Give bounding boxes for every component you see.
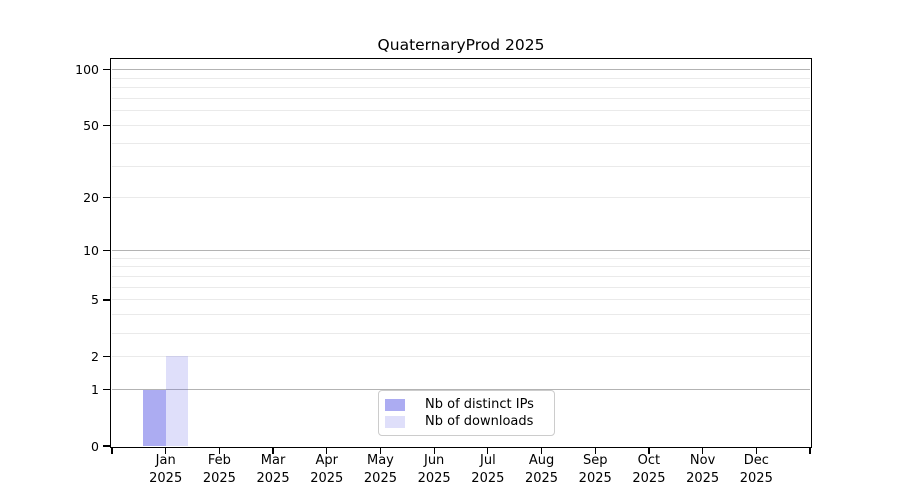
x-tick-label-line: 2025 [524,470,559,486]
y-tickmark [103,249,111,252]
x-tickmark [648,447,650,454]
x-tick-label-line: Mar [260,453,286,468]
legend-label-downloads: Nb of downloads [425,414,534,429]
x-tick-label: Jul 2025 [453,452,523,487]
minor-gridline [112,286,810,288]
x-tick-label-line: Jan [155,453,176,468]
x-tick-label: Nov 2025 [668,452,738,487]
bar-nb-of-distinct-ips-jan [143,389,166,446]
bar-nb-of-downloads-jan [165,356,189,446]
minor-gridline [112,276,810,278]
minor-gridline [112,299,810,301]
major-gridline [112,249,810,252]
x-tick-label: Dec 2025 [721,452,791,487]
legend-label-distinct-ips: Nb of distinct IPs [425,397,534,412]
x-tick-label-line: 2025 [149,470,183,486]
x-tickmark [218,447,220,454]
legend-swatch-downloads [385,416,405,428]
major-gridline [112,69,810,71]
y-tick-label: 10 [83,243,99,259]
x-tick-label-line: 2025 [686,470,720,486]
x-tick-label-line: Aug [528,453,555,468]
minor-gridline [112,197,810,199]
x-tick-label-line: 2025 [739,470,773,486]
minor-gridline [112,314,810,316]
x-tickmark [540,447,543,454]
legend-entry-distinct-ips: Nb of distinct IPs [385,397,545,413]
minor-gridline [112,332,810,334]
x-tickmark [272,447,274,454]
x-tick-label-line: Jun [423,453,445,468]
chart-title: QuaternaryProd 2025 [377,36,545,54]
x-tick-label-line: Dec [743,453,769,468]
x-tick-label-line: 2025 [310,470,344,486]
x-tick-label-line: 2025 [363,470,397,486]
x-tick-label-line: Apr [315,453,339,468]
y-tickmark [103,445,111,447]
x-tick-label-line: 2025 [256,470,290,486]
x-tick-label: Jan 2025 [131,452,201,487]
x-tickmark [594,447,596,454]
x-tick-label-line: Nov [689,453,716,468]
minor-gridline [112,77,810,79]
minor-gridline [112,142,810,144]
legend-entry-downloads: Nb of downloads [385,414,545,430]
y-tickmark [103,355,111,358]
x-tickmark [165,447,167,454]
x-tick-label-line: Jul [480,453,496,468]
x-tickmark [755,447,757,454]
y-tick-label: 100 [75,62,99,78]
legend-swatch-distinct-ips [385,399,405,411]
y-tick-label: 1 [91,382,99,397]
x-tickmark [111,447,113,454]
y-tick-label: 20 [83,190,99,206]
x-tick-label: Aug 2025 [507,452,577,487]
x-tick-label-line: 2025 [202,470,236,486]
x-tick-label: Jun 2025 [399,452,469,487]
x-tick-label-line: Sep [582,453,608,468]
minor-gridline [112,110,810,112]
x-tickmark [326,447,328,454]
minor-gridline [112,266,810,268]
x-tick-label: Sep 2025 [560,452,630,487]
x-tick-label: Apr 2025 [292,452,362,487]
y-tick-label: 50 [83,118,99,134]
y-tickmark [103,124,111,127]
y-tickmark [103,299,111,301]
x-tick-label-line: 2025 [632,470,666,486]
y-tickmark [103,388,111,391]
minor-gridline [112,257,810,259]
minor-gridline [112,98,810,100]
minor-gridline [112,355,810,357]
x-tick-label-line: Oct [637,453,661,468]
x-tick-label: May 2025 [345,452,415,487]
y-tick-label: 2 [91,348,99,364]
y-tick-label: 5 [91,292,99,308]
x-tickmark [379,447,382,454]
x-tickmark [433,447,435,454]
y-tickmark [103,197,111,199]
y-tickmark [103,69,111,71]
x-tick-label-line: Feb [207,453,231,468]
x-tick-label-line: 2025 [417,470,451,486]
x-tick-label-line: 2025 [471,470,505,486]
x-tickmark [809,447,811,454]
x-tick-label: Mar 2025 [238,452,308,487]
minor-gridline [112,165,810,167]
x-tick-label: Oct 2025 [614,452,684,487]
x-tick-label-line: May [367,453,394,468]
x-tick-label: Feb 2025 [184,452,254,487]
x-tickmark [702,447,704,454]
x-tick-label-line: 2025 [578,470,612,486]
x-tickmark [487,447,489,454]
y-tick-label: 0 [91,438,99,454]
minor-gridline [112,125,810,127]
minor-gridline [112,87,810,89]
legend: Nb of distinct IPs Nb of downloads [378,390,555,436]
